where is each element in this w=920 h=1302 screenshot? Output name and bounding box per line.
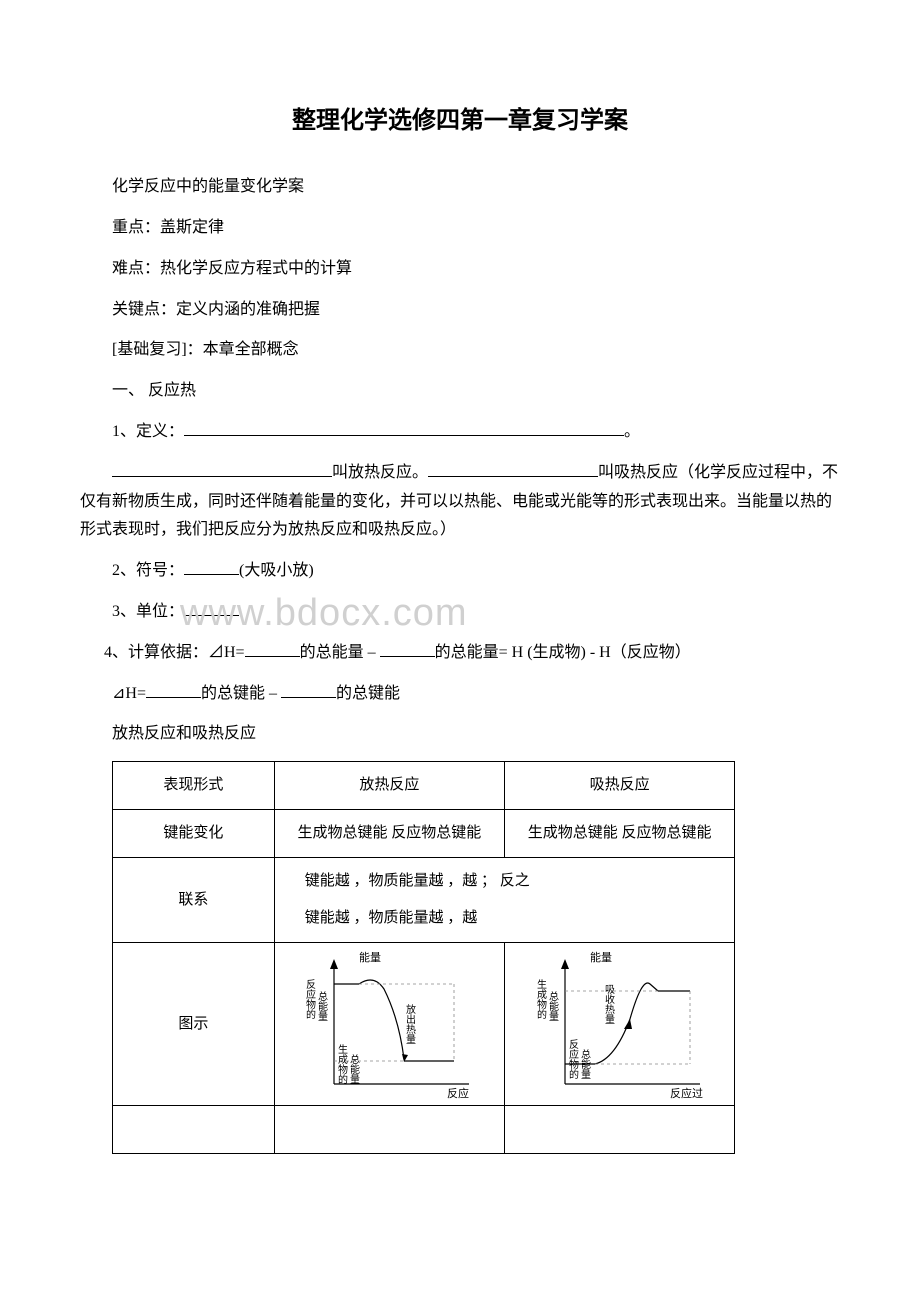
table-row-relation: 联系 键能越 ，物质能量越 ，越 ； 反之 键能越 ，物质能量越 ，越 bbox=[113, 858, 735, 943]
exo-heat-label: 放出热量 bbox=[404, 1003, 416, 1044]
exo-reactant-label2: 总能量 bbox=[316, 990, 328, 1021]
empty-cell2 bbox=[274, 1106, 504, 1154]
table-row-bond: 键能变化 生成物总键能 反应物总键能 生成物总键能 反应物总键能 bbox=[113, 810, 735, 858]
exo-diagram-cell: 能量 反应 反应物的 总能量 生成物的 总能量 放出热量 bbox=[274, 943, 504, 1106]
relation-line2: 键能越 ，物质能量越 ，越 bbox=[305, 905, 726, 932]
unit-line: 3、单位： bbox=[80, 598, 840, 627]
blank-calc2[interactable] bbox=[380, 641, 435, 657]
endo-product-label: 生成物的 bbox=[534, 978, 546, 1020]
header-endo: 吸热反应 bbox=[504, 762, 734, 810]
calc-mid1: 的总能量 – bbox=[300, 644, 376, 661]
blank-unit[interactable] bbox=[184, 600, 239, 616]
symbol-note: (大吸小放) bbox=[239, 562, 314, 579]
endo-x-label: 反应过 bbox=[670, 1086, 703, 1099]
relation-content: 键能越 ，物质能量越 ，越 ； 反之 键能越 ，物质能量越 ，越 bbox=[274, 858, 734, 943]
endo-heat-label: 吸收热量 bbox=[602, 984, 614, 1024]
table-row-empty bbox=[113, 1106, 735, 1154]
blank-calc4[interactable] bbox=[281, 682, 336, 698]
key-point-text: 重点：盖斯定律 bbox=[80, 214, 840, 243]
bond-endo: 生成物总键能 反应物总键能 bbox=[504, 810, 734, 858]
table-row-diagram: 图示 能量 反应 反应物的 bbox=[113, 943, 735, 1106]
def-end: 。 bbox=[624, 423, 640, 440]
blank-exothermic[interactable] bbox=[112, 461, 332, 477]
header-exo: 放热反应 bbox=[274, 762, 504, 810]
exo-x-label: 反应 bbox=[447, 1086, 469, 1099]
relation-label: 联系 bbox=[113, 858, 275, 943]
endo-product-label2: 总能量 bbox=[546, 990, 558, 1021]
exo-text: 叫放热反应。 bbox=[332, 464, 428, 481]
subtitle-text: 化学反应中的能量变化学案 bbox=[80, 173, 840, 202]
basic-review-text: [基础复习]：本章全部概念 bbox=[80, 336, 840, 365]
blank-endothermic[interactable] bbox=[428, 461, 598, 477]
symbol-label: 2、符号： bbox=[112, 562, 184, 579]
header-form: 表现形式 bbox=[113, 762, 275, 810]
calc2-prefix: ⊿H= bbox=[112, 685, 146, 702]
symbol-line: 2、符号： (大吸小放) bbox=[80, 557, 840, 586]
critical-point-text: 关键点：定义内涵的准确把握 bbox=[80, 296, 840, 325]
blank-calc3[interactable] bbox=[146, 682, 201, 698]
exo-product-label2: 总能量 bbox=[348, 1053, 360, 1084]
exo-reactant-label: 反应物的 bbox=[304, 979, 316, 1020]
page-title: 整理化学选修四第一章复习学案 bbox=[80, 100, 840, 143]
empty-cell1 bbox=[113, 1106, 275, 1154]
empty-cell3 bbox=[504, 1106, 734, 1154]
calc-line: 4、计算依据：⊿H= 的总能量 – 的总能量= H (生成物) - H（反应物） bbox=[80, 639, 840, 668]
blank-symbol[interactable] bbox=[184, 559, 239, 575]
exothermic-diagram: 能量 反应 反应物的 总能量 生成物的 总能量 放出热量 bbox=[299, 949, 479, 1099]
bond-exo: 生成物总键能 反应物总键能 bbox=[274, 810, 504, 858]
blank-calc1[interactable] bbox=[245, 641, 300, 657]
definition-line: 1、定义： 。 bbox=[80, 418, 840, 447]
endo-diagram-cell: 能量 反应过 生成物的 总能量 反应物的 总能量 吸收热量 bbox=[504, 943, 734, 1106]
blank-definition[interactable] bbox=[184, 420, 624, 436]
endo-reactant-label: 反应物的 bbox=[566, 1039, 578, 1080]
diagram-label: 图示 bbox=[113, 943, 275, 1106]
exo-product-label: 生成物的 bbox=[336, 1043, 348, 1085]
endo-reactant-label2: 总能量 bbox=[578, 1048, 590, 1079]
section1-heading: 一、 反应热 bbox=[80, 377, 840, 406]
calc2-line: ⊿H= 的总键能 – 的总键能 bbox=[80, 680, 840, 709]
definition-body: 叫放热反应。叫吸热反应（化学反应过程中，不仅有新物质生成，同时还伴随着能量的变化… bbox=[80, 459, 840, 545]
table-caption: 放热反应和吸热反应 bbox=[80, 720, 840, 749]
calc-mid2: 的总能量= H (生成物) - H（反应物） bbox=[435, 644, 691, 661]
difficult-point-text: 难点：热化学反应方程式中的计算 bbox=[80, 255, 840, 284]
def-label: 1、定义： bbox=[112, 423, 184, 440]
calc2-mid2: 的总键能 bbox=[336, 685, 400, 702]
endo-y-label: 能量 bbox=[590, 950, 612, 964]
endothermic-diagram: 能量 反应过 生成物的 总能量 反应物的 总能量 吸收热量 bbox=[530, 949, 710, 1099]
calc-label: 4、计算依据：⊿H= bbox=[104, 644, 245, 661]
bond-label: 键能变化 bbox=[113, 810, 275, 858]
table-header-row: 表现形式 放热反应 吸热反应 bbox=[113, 762, 735, 810]
calc2-mid1: 的总键能 – bbox=[201, 685, 277, 702]
comparison-table: 表现形式 放热反应 吸热反应 键能变化 生成物总键能 反应物总键能 生成物总键能… bbox=[112, 761, 735, 1154]
relation-line1: 键能越 ，物质能量越 ，越 ； 反之 bbox=[305, 868, 726, 895]
exo-y-label: 能量 bbox=[359, 950, 381, 964]
unit-label: 3、单位： bbox=[112, 603, 184, 620]
